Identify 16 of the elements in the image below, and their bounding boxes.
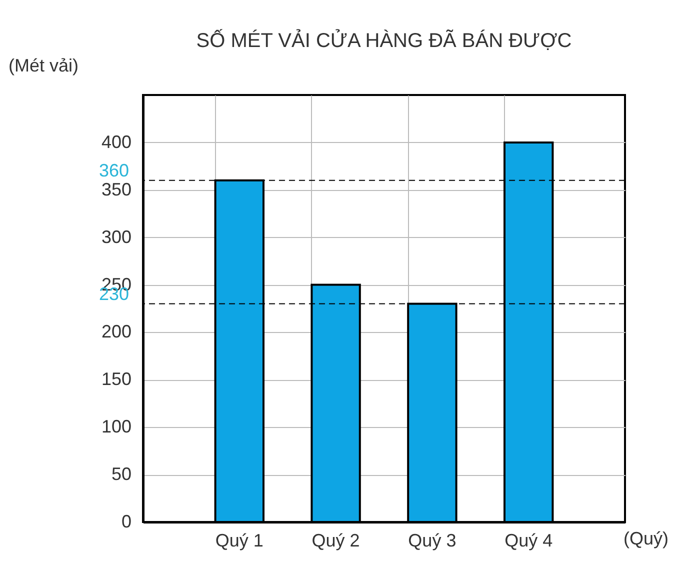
y-tick-label: 50 bbox=[111, 464, 132, 484]
y-tick-label: 200 bbox=[101, 322, 132, 342]
y-tick-label: 350 bbox=[101, 179, 132, 200]
chart-title: SỐ MÉT VẢI CỬA HÀNG ĐÃ BÁN ĐƯỢC bbox=[196, 29, 572, 52]
y-tick-label: 400 bbox=[101, 132, 132, 152]
x-tick-label: Quý 3 bbox=[408, 530, 456, 550]
y-tick-label: 150 bbox=[101, 369, 132, 390]
y-tick-label: 100 bbox=[101, 416, 132, 437]
ref-line-label: 360 bbox=[98, 160, 129, 180]
y-tick-label: 300 bbox=[101, 226, 132, 247]
x-tick-label: Quý 1 bbox=[215, 530, 264, 550]
x-tick-label: Quý 4 bbox=[504, 530, 553, 550]
x-axis-title: (Quý) bbox=[624, 528, 668, 548]
y-axis-title: (Mét vải) bbox=[8, 56, 79, 76]
x-tick-label: Quý 2 bbox=[312, 530, 360, 550]
y-tick-label: 0 bbox=[121, 512, 132, 532]
